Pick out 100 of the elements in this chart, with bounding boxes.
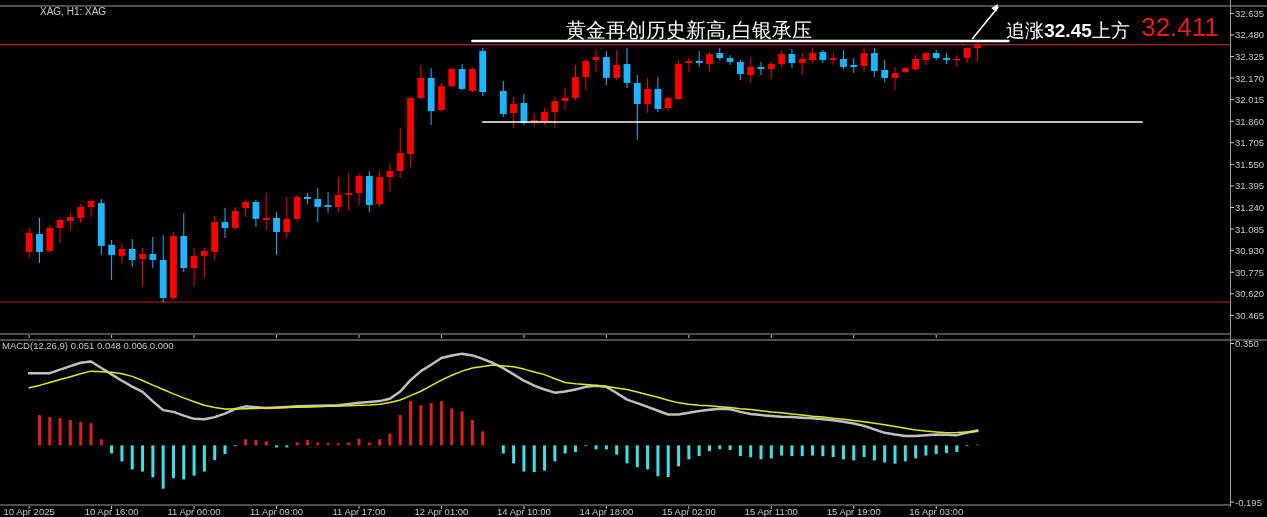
bar: [326, 443, 330, 446]
bar: [800, 445, 804, 457]
y-tick-label: -0.195: [1235, 496, 1262, 508]
bar: [522, 445, 526, 472]
bar: [171, 445, 175, 479]
bar: [450, 408, 454, 446]
bar: [37, 415, 41, 446]
y-tick-label: 31.860: [1235, 115, 1265, 127]
y-tick-label: 30.775: [1235, 266, 1265, 278]
bar: [718, 445, 722, 450]
bar: [367, 442, 371, 446]
bar: [749, 445, 753, 458]
y-tick-label: 31.395: [1235, 180, 1265, 192]
bar: [213, 445, 217, 461]
bar: [398, 415, 402, 446]
bar: [625, 445, 629, 464]
bar: [68, 420, 72, 446]
bar: [285, 445, 289, 448]
bar: [780, 445, 784, 456]
bar: [120, 445, 124, 462]
bar: [336, 443, 340, 446]
bar: [244, 439, 248, 446]
bar: [429, 403, 433, 446]
bar: [687, 445, 691, 460]
chart-title: XAG, H1: XAG: [40, 6, 107, 17]
bar: [646, 445, 650, 470]
bar: [295, 442, 299, 446]
bar: [439, 401, 443, 446]
bar: [677, 445, 681, 467]
y-tick-label: 30.930: [1235, 245, 1265, 257]
bar: [728, 445, 732, 450]
bar: [841, 445, 845, 460]
bar: [141, 445, 145, 472]
x-tick-label: 15 Apr 11:00: [744, 506, 798, 517]
bar: [79, 422, 83, 446]
bar: [409, 401, 413, 446]
bar: [192, 445, 196, 476]
annotation: 32.411: [1141, 12, 1219, 42]
bar: [594, 445, 598, 450]
bar: [914, 445, 918, 459]
bar: [543, 445, 547, 471]
bar: [924, 445, 928, 456]
bar: [532, 445, 536, 473]
bar: [316, 442, 320, 446]
x-tick-label: 11 Apr 00:00: [167, 506, 221, 517]
bar: [501, 445, 505, 454]
bar: [934, 445, 938, 455]
x-tick-label: 10 Apr 2025: [3, 506, 55, 517]
x-tick-label: 11 Apr 09:00: [249, 506, 304, 517]
bar: [99, 439, 103, 446]
bar: [182, 445, 186, 480]
bar: [883, 445, 887, 463]
y-tick-label: 30.465: [1235, 309, 1265, 321]
bar: [697, 445, 701, 457]
x-tick-label: 15 Apr 19:00: [826, 506, 881, 517]
x-tick-label: 14 Apr 10:00: [496, 506, 551, 517]
bar: [305, 440, 309, 446]
bar: [604, 445, 608, 450]
bar: [656, 445, 660, 477]
bar: [831, 445, 835, 457]
bar: [110, 445, 114, 454]
bar: [470, 420, 474, 446]
bar: [769, 445, 773, 459]
y-tick-label: 31.240: [1235, 202, 1265, 213]
bar: [378, 439, 382, 446]
bar: [460, 411, 464, 446]
bar: [759, 445, 763, 460]
chart-title: MACD(12,26,9) 0.051 0.048 0.006 0.000: [2, 340, 174, 351]
y-tick-label: 31.085: [1235, 223, 1265, 235]
bar: [811, 445, 815, 456]
bar: [264, 441, 268, 446]
y-tick-label: 32.635: [1235, 7, 1265, 19]
bar: [151, 445, 155, 478]
bar: [481, 431, 485, 446]
x-tick-label: 12 Apr 01:00: [414, 506, 469, 517]
line-series: [27, 352, 979, 438]
bar: [893, 445, 897, 464]
bar: [254, 440, 258, 446]
bar: [666, 445, 670, 478]
y-tick-label: 32.325: [1235, 51, 1265, 63]
bar: [852, 445, 856, 461]
y-tick-label: 32.170: [1235, 72, 1265, 84]
bar: [388, 433, 392, 446]
bar: [615, 445, 619, 455]
x-tick-label: 14 Apr 18:00: [579, 506, 634, 517]
annotation: 追涨32.45上方: [1006, 19, 1130, 41]
bar: [130, 445, 134, 470]
y-tick-label: 31.705: [1235, 137, 1265, 149]
bar: [821, 445, 825, 457]
bar: [202, 445, 206, 472]
bar: [738, 445, 742, 457]
bar: [48, 417, 52, 446]
y-tick-label: 0.350: [1235, 337, 1259, 349]
bar: [357, 438, 361, 446]
bar: [89, 423, 93, 446]
x-tick-label: 10 Apr 16:00: [84, 506, 139, 517]
bar: [955, 445, 959, 453]
bar: [553, 445, 557, 462]
annotation: 黄金再创历史新高,白银承压: [565, 17, 813, 42]
y-tick-label: 31.550: [1235, 158, 1265, 170]
